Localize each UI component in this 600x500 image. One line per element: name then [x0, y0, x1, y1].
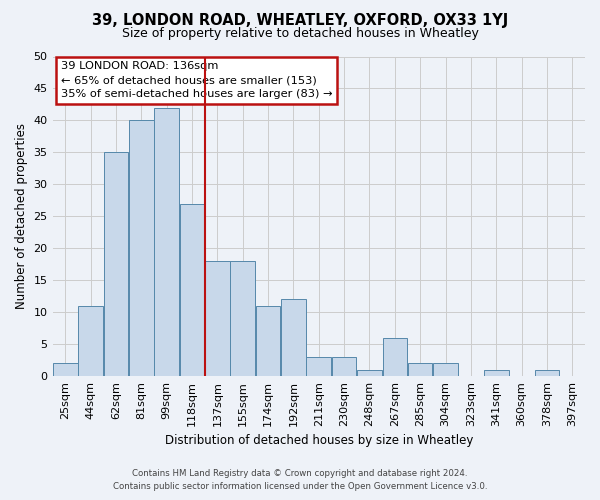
Bar	[357, 370, 382, 376]
Text: 39, LONDON ROAD, WHEATLEY, OXFORD, OX33 1YJ: 39, LONDON ROAD, WHEATLEY, OXFORD, OX33 …	[92, 12, 508, 28]
Bar	[535, 370, 559, 376]
Bar	[129, 120, 154, 376]
Bar	[230, 261, 255, 376]
Bar	[484, 370, 509, 376]
Text: 39 LONDON ROAD: 136sqm
← 65% of detached houses are smaller (153)
35% of semi-de: 39 LONDON ROAD: 136sqm ← 65% of detached…	[61, 62, 332, 100]
Bar	[281, 300, 306, 376]
Bar	[383, 338, 407, 376]
Bar	[205, 261, 230, 376]
Bar	[256, 306, 280, 376]
Bar	[154, 108, 179, 376]
Bar	[332, 357, 356, 376]
Text: Contains HM Land Registry data © Crown copyright and database right 2024.
Contai: Contains HM Land Registry data © Crown c…	[113, 470, 487, 491]
Bar	[53, 364, 77, 376]
Bar	[307, 357, 331, 376]
Bar	[433, 364, 458, 376]
Text: Size of property relative to detached houses in Wheatley: Size of property relative to detached ho…	[122, 28, 478, 40]
Bar	[78, 306, 103, 376]
Bar	[179, 204, 204, 376]
Bar	[104, 152, 128, 376]
Bar	[408, 364, 433, 376]
X-axis label: Distribution of detached houses by size in Wheatley: Distribution of detached houses by size …	[164, 434, 473, 448]
Y-axis label: Number of detached properties: Number of detached properties	[15, 124, 28, 310]
